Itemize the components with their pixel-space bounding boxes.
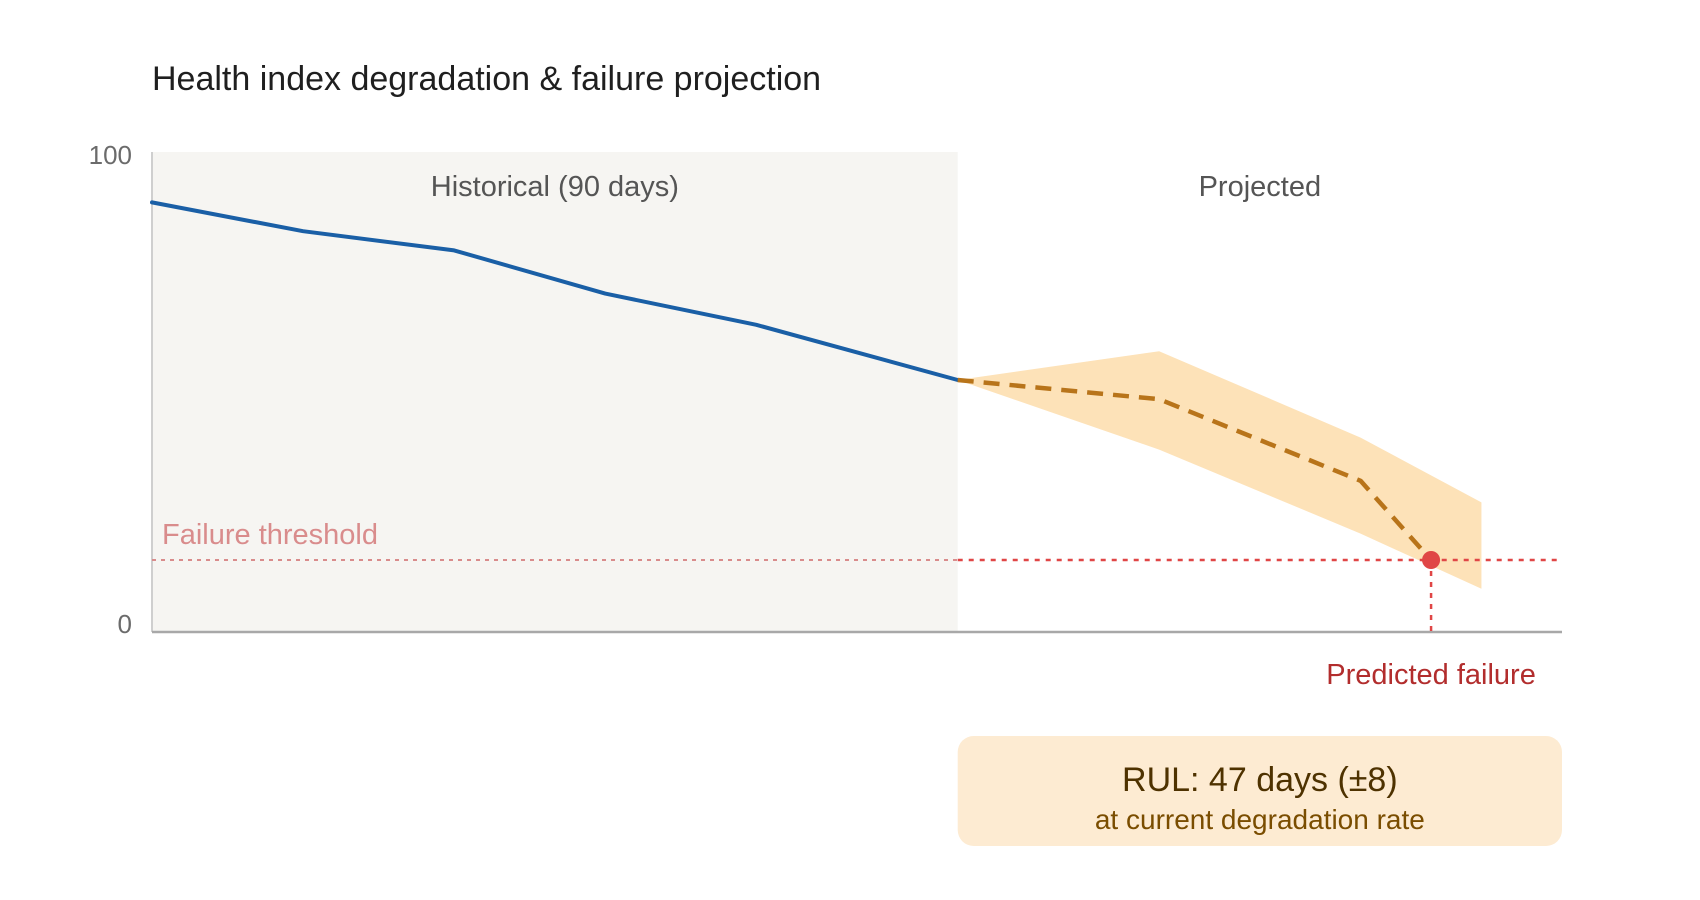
rul-title: RUL: 47 days (±8)	[1122, 761, 1398, 799]
threshold-label: Failure threshold	[162, 519, 378, 551]
historical-series-line	[150, 200, 960, 382]
rul-subtitle: at current degradation rate	[1095, 804, 1425, 835]
chart-title: Health index degradation & failure proje…	[152, 60, 821, 98]
historical-region-label: Historical (90 days)	[431, 171, 679, 203]
y-tick-label-0: 0	[118, 609, 132, 639]
historical-region	[152, 152, 958, 632]
y-tick-label-100: 100	[89, 140, 132, 170]
rul-box	[957, 736, 1562, 846]
failure-point-marker	[1422, 551, 1441, 569]
confidence-band	[957, 351, 1482, 589]
predicted-failure-label: Predicted failure	[1326, 659, 1536, 691]
projected-region-label: Projected	[1199, 171, 1322, 203]
projected-series-line	[957, 377, 1433, 562]
